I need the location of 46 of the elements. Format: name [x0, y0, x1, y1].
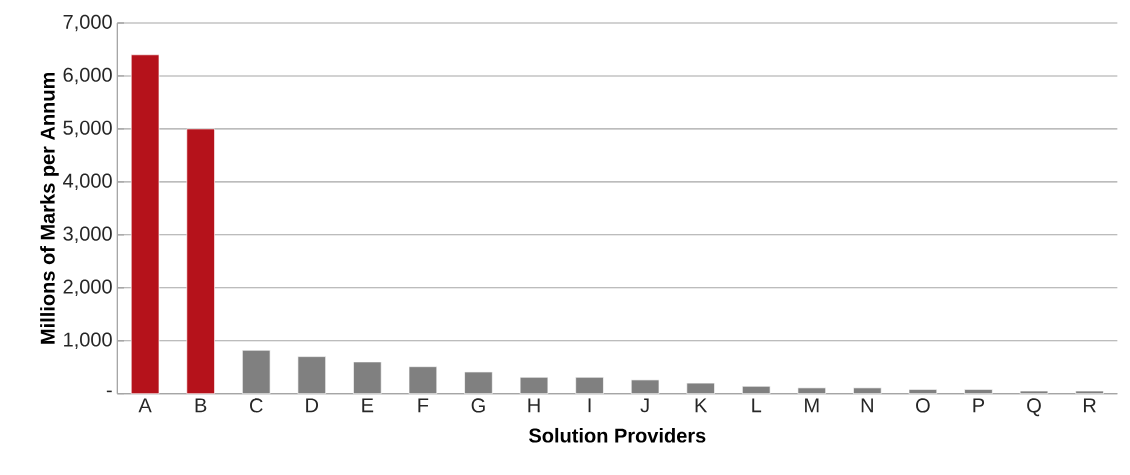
y-tick-label: 3,000: [63, 226, 112, 244]
bar: [1019, 390, 1049, 395]
bar: [297, 356, 327, 395]
y-tick-label: 6,000: [63, 67, 112, 85]
y-axis-title: Millions of Marks per Annum: [40, 72, 59, 344]
x-tick-label: G: [471, 398, 485, 413]
y-tick-label: 4,000: [63, 173, 112, 191]
x-tick-label: J: [640, 398, 649, 413]
bar: [630, 379, 660, 395]
bar: [686, 382, 715, 395]
bar: [964, 389, 993, 395]
bar: [464, 371, 493, 395]
y-tick-label: -: [106, 390, 112, 393]
x-tick-label: Q: [1027, 398, 1041, 417]
bar: [853, 387, 882, 395]
bar: [408, 366, 438, 395]
x-tick-label: F: [418, 398, 429, 413]
bar: [742, 385, 771, 395]
x-tick-label: P: [973, 398, 985, 413]
x-axis-title: Solution Providers: [529, 427, 706, 443]
x-tick-label: I: [588, 398, 591, 413]
bar: [130, 54, 160, 395]
x-tick-label: C: [250, 398, 263, 413]
x-tick-label: O: [916, 398, 930, 413]
x-tick-label: L: [752, 398, 762, 413]
y-tick-label: 5,000: [63, 120, 112, 138]
y-tick-label: 2,000: [63, 279, 112, 297]
bar: [186, 128, 215, 395]
x-tick-label: A: [138, 398, 152, 413]
y-tick-label: 7,000: [63, 14, 112, 32]
bar: [519, 376, 549, 395]
bar: [575, 376, 604, 395]
bar: [797, 387, 827, 395]
x-tick-label: D: [306, 398, 319, 413]
y-tick-label: 1,000: [64, 332, 112, 349]
bar: [908, 389, 938, 395]
x-tick-label: K: [695, 398, 708, 413]
bar: [353, 361, 382, 395]
x-tick-label: R: [1083, 398, 1096, 413]
x-tick-label: E: [362, 398, 374, 413]
x-tick-label: B: [195, 398, 207, 413]
x-tick-label: N: [861, 398, 873, 413]
x-tick-label: M: [805, 398, 819, 413]
bar: [1075, 390, 1104, 395]
bar: [242, 349, 271, 395]
x-tick-label: H: [528, 398, 540, 413]
